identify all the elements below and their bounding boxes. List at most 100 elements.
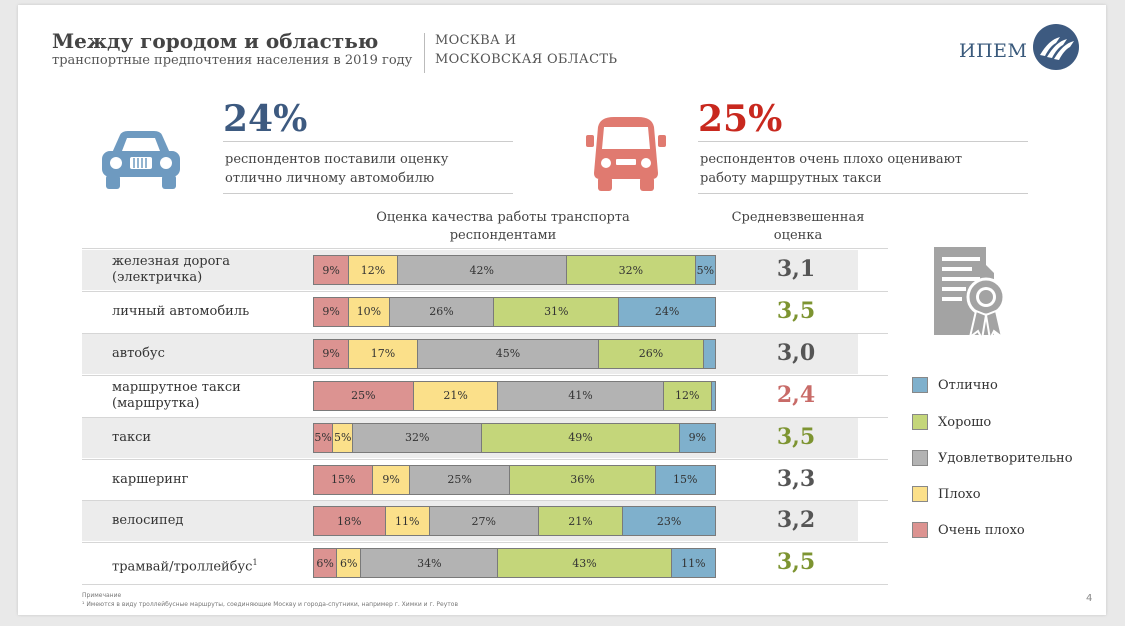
highlight-value-minibus: 25% [698,98,783,140]
legend-swatch-very-poor [912,522,928,538]
row-label-line: железная дорога [112,254,322,270]
highlight-text-minibus-line1: респондентов очень плохо оценивают [700,152,963,167]
row-label-text: автобус [112,345,165,361]
weighted-score: 3,5 [776,549,816,576]
car-icon [102,131,180,189]
row-label-text: каршеринг [112,471,189,487]
row-label-text: (электричка) [112,270,203,285]
legend-swatch-good [912,414,928,430]
weighted-score: 3,1 [776,256,816,282]
legend-item-excellent: Отлично [912,376,998,394]
row-separator [82,416,888,418]
chart-heading: Оценка качества работы транспорта респон… [358,209,648,245]
bar-segment-good: 26% [599,338,704,369]
bar-segment-excellent [703,338,716,369]
bar-segment-poor: 12% [349,255,398,285]
highlight-value-car: 24% [223,98,308,140]
legend-label-excellent: Отлично [938,377,998,393]
bar-segment-poor: 9% [373,464,410,495]
bar-segment-very-poor: 15% [313,464,374,495]
stacked-bar: 9% 10% 26% 31% 24% [313,296,716,327]
bar-segment-satisfactory: 25% [409,464,511,495]
footnote-marker: 1 [252,558,258,568]
bar-segment-satisfactory: 41% [498,380,664,411]
stacked-bar: 25% 21% 41% 12% [313,380,716,411]
brand-name: ИПЕМ [959,40,1028,62]
bar-segment-satisfactory: 26% [389,296,495,327]
region-label-line1: МОСКВА И [435,33,517,48]
stacked-bar: 9% 12% 42% 32% 5% [313,255,716,285]
header-divider [424,33,425,73]
bar-segment-very-poor: 25% [313,380,414,411]
row-label-line: трамвай/троллейбус1 [112,555,322,575]
row-label-line: автобус [112,346,322,362]
stacked-bar: 15% 9% 25% 36% 15% [313,464,716,495]
legend-swatch-satisfactory [912,450,928,466]
row-label: каршеринг [112,472,322,488]
weighted-score: 3,3 [776,465,816,492]
bar-segment-very-poor: 9% [313,338,350,369]
row-separator [82,458,888,460]
legend-item-satisfactory: Удовлетворительно [912,449,1073,467]
page-subtitle: транспортные предпочтения населения в 20… [52,53,413,68]
chart-heading-line2: респондентами [449,228,557,243]
bar-segment-very-poor: 9% [313,296,350,327]
row-label-text: трамвай/троллейбус [112,559,253,575]
bar-segment-excellent [711,380,716,411]
chart-top-line [82,248,888,249]
legend-item-good: Хорошо [912,413,991,431]
highlight-divider-car-bottom [223,193,513,194]
bar-segment-excellent: 5% [695,255,716,285]
certificate-icon [934,247,1006,341]
page-title: Между городом и областью [52,29,379,53]
highlight-divider-car [223,141,513,142]
row-label-line: такси [112,430,322,446]
weighted-score: 3,2 [776,507,816,534]
bar-segment-excellent: 11% [671,548,716,579]
bar-segment-poor: 6% [337,548,362,579]
page-number: 4 [1086,593,1093,604]
score-heading-line1: Средневзвешенная [731,210,865,225]
row-label-line: каршеринг [112,472,322,488]
bar-segment-excellent: 9% [679,422,716,453]
stacked-bar: 18% 11% 27% 21% 23% [313,506,716,537]
row-label: такси [112,430,322,446]
footnote-text: ¹ Имеются в виду троллейбусные маршруты,… [82,601,458,608]
legend-swatch-excellent [912,377,928,393]
weighted-score: 3,5 [776,423,816,450]
bar-segment-good: 31% [494,296,620,327]
highlight-text-car-line2: отлично личному автомобилю [225,171,435,186]
bar-segment-good: 32% [566,255,696,285]
legend-label-satisfactory: Удовлетворительно [938,450,1073,466]
bar-segment-poor: 21% [413,380,499,411]
footnote-heading: Примечание [82,592,122,599]
highlight-text-minibus-line2: работу маршрутных такси [700,171,882,186]
row-label-text: маршрутное такси [112,379,241,395]
row-separator [82,332,888,334]
highlight-text-car-line1: респондентов поставили оценку [225,152,449,167]
legend-label-poor: Плохо [938,486,981,502]
bar-segment-satisfactory: 45% [417,338,600,369]
row-label: трамвай/троллейбус1 [112,555,322,575]
row-label-text: такси [112,429,152,445]
stacked-bar: 9% 17% 45% 26% [313,338,716,369]
bar-segment-excellent: 23% [623,506,716,537]
row-label: велосипед [112,513,322,529]
row-separator [82,290,888,292]
bar-segment-very-poor: 6% [313,548,338,579]
row-label: железная дорога (электричка) [112,254,322,286]
row-separator [82,374,888,376]
minibus-icon [586,117,666,191]
row-separator [82,542,888,544]
row-label: автобус [112,346,322,362]
row-label-line: велосипед [112,513,322,529]
bar-segment-good: 12% [663,380,712,411]
bar-segment-satisfactory: 27% [429,506,539,537]
legend-label-good: Хорошо [938,414,992,430]
bar-segment-good: 49% [482,422,680,453]
row-label-line: (маршрутка) [112,396,322,412]
chart-heading-line1: Оценка качества работы транспорта [376,210,630,225]
row-label-text: велосипед [112,513,184,529]
bar-segment-very-poor: 5% [313,422,334,453]
row-label-text: личный автомобиль [112,303,250,319]
